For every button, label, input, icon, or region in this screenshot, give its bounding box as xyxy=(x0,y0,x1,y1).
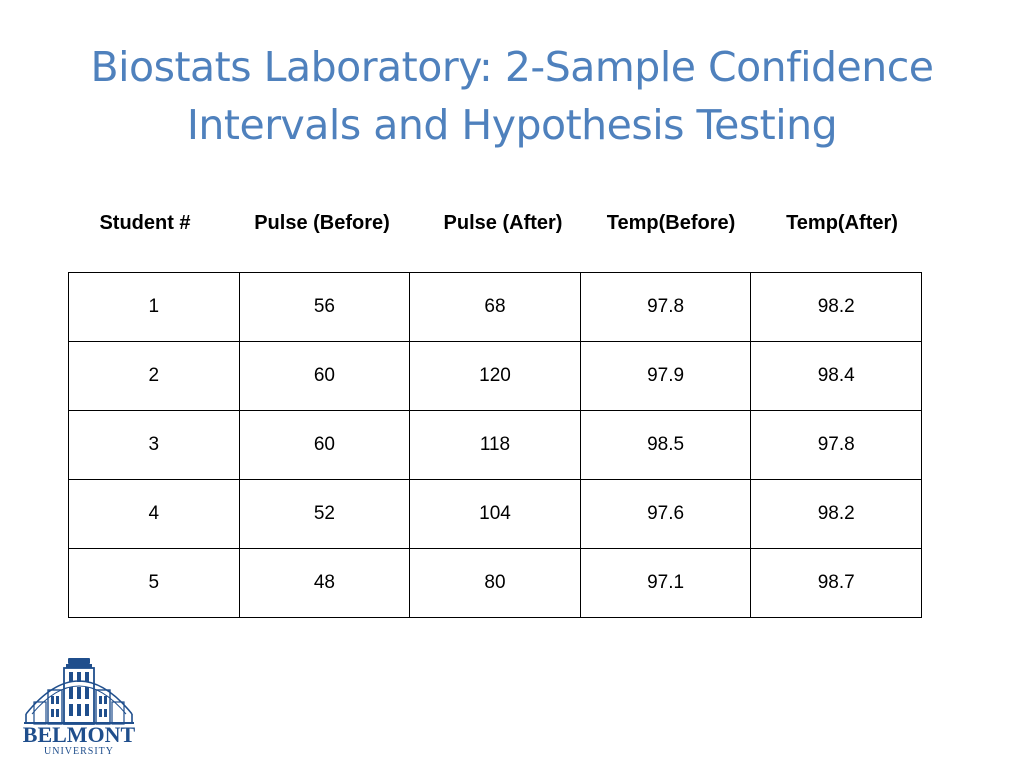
slide-title: Biostats Laboratory: 2-Sample Confidence… xyxy=(40,38,984,154)
table-cell: 68 xyxy=(409,272,581,342)
data-table: 1 56 68 97.8 98.2 2 60 120 97.9 98.4 3 6… xyxy=(68,272,922,618)
table-cell: 98.2 xyxy=(750,479,922,549)
table-cell: 3 xyxy=(68,410,240,480)
belmont-logo-icon xyxy=(24,658,134,725)
table-cell: 48 xyxy=(238,548,411,618)
table-header-row: Student # Pulse (Before) Pulse (After) T… xyxy=(0,212,1024,240)
header-pulse-before: Pulse (Before) xyxy=(254,212,390,234)
table-cell: 2 xyxy=(68,341,240,411)
header-temp-after: Temp(After) xyxy=(786,212,898,234)
header-pulse-after: Pulse (After) xyxy=(443,212,563,234)
table-cell: 98.4 xyxy=(750,341,922,411)
table-cell: 120 xyxy=(409,341,581,411)
table-cell: 80 xyxy=(409,548,581,618)
table-row: 3 60 118 98.5 97.8 xyxy=(68,410,922,480)
table-cell: 56 xyxy=(238,272,411,342)
table-cell: 97.9 xyxy=(579,341,752,411)
header-student-number: Student # xyxy=(99,212,191,234)
table-cell: 60 xyxy=(238,410,411,480)
table-cell: 60 xyxy=(238,341,411,411)
table-cell: 97.8 xyxy=(579,272,752,342)
header-temp-before: Temp(Before) xyxy=(606,212,736,234)
logo-subtitle: UNIVERSITY xyxy=(44,746,114,757)
table-row: 5 48 80 97.1 98.7 xyxy=(68,548,922,618)
table-row: 1 56 68 97.8 98.2 xyxy=(68,272,922,342)
table-cell: 52 xyxy=(238,479,411,549)
slide-title-line-1: Biostats Laboratory: 2-Sample Confidence xyxy=(90,43,934,91)
table-cell: 1 xyxy=(68,272,240,342)
table-cell: 4 xyxy=(68,479,240,549)
table-cell: 5 xyxy=(68,548,240,618)
table-cell: 98.5 xyxy=(579,410,752,480)
logo-name: BELMONT xyxy=(22,722,136,747)
slide-title-line-2: Intervals and Hypothesis Testing xyxy=(186,101,838,149)
table-cell: 97.6 xyxy=(579,479,752,549)
table-cell: 97.8 xyxy=(750,410,922,480)
table-cell: 118 xyxy=(409,410,581,480)
table-cell: 97.1 xyxy=(579,548,752,618)
table-cell: 98.7 xyxy=(750,548,922,618)
table-row: 4 52 104 97.6 98.2 xyxy=(68,479,922,549)
table-row: 2 60 120 97.9 98.4 xyxy=(68,341,922,411)
table-cell: 98.2 xyxy=(750,272,922,342)
table-cell: 104 xyxy=(409,479,581,549)
